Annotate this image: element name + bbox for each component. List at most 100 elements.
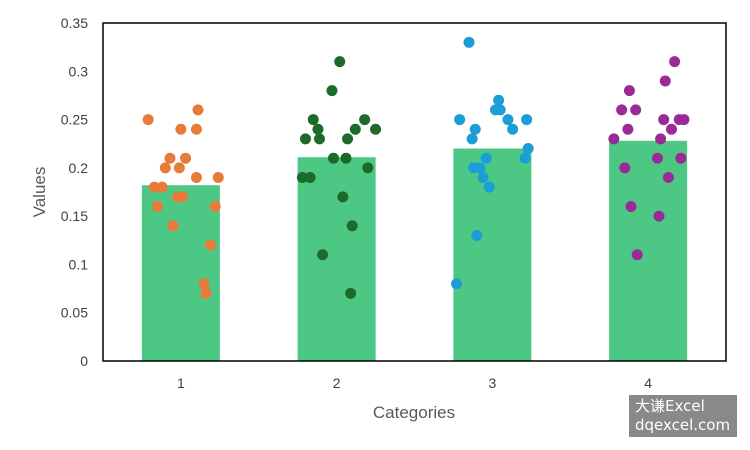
scatter-point-cat2-14 [345,287,357,299]
scatter-point-cat4-19 [678,114,690,126]
scatter-point-cat1-4 [156,181,168,193]
x-tick-label: 2 [333,375,341,391]
y-axis-title: Values [30,167,49,218]
y-tick-label: 0 [80,353,88,369]
scatter-point-cat3-14 [494,104,506,116]
scatter-points-layer [142,36,690,299]
scatter-point-cat2-17 [359,114,371,126]
x-tick-label: 4 [644,375,652,391]
scatter-point-cat3-10 [480,152,492,164]
scatter-point-cat3-7 [471,229,483,241]
scatter-point-cat2-6 [313,133,325,145]
bar-category-3 [453,148,532,361]
scatter-point-cat2-3 [299,133,311,145]
scatter-point-cat3-16 [507,123,519,135]
scatter-point-cat3-17 [519,152,531,164]
watermark: 大谦Excel dqexcel.com [629,395,737,437]
scatter-point-cat1-7 [167,220,179,232]
scatter-point-cat1-6 [164,152,176,164]
scatter-point-cat2-2 [304,172,316,184]
scatter-point-cat2-11 [337,191,349,203]
scatter-point-cat2-1 [296,172,308,184]
scatter-point-cat3-6 [469,123,481,135]
scatter-point-cat4-13 [659,75,671,87]
scatter-point-cat4-5 [623,85,635,97]
scatter-point-cat1-2 [148,181,160,193]
watermark-line2: dqexcel.com [635,416,730,434]
x-tick-label: 1 [177,375,185,391]
scatter-point-cat4-15 [665,123,677,135]
scatter-point-cat2-8 [326,85,338,97]
scatter-point-cat3-1 [451,278,463,290]
scatter-point-cat4-7 [630,104,642,116]
scatter-point-cat4-8 [631,249,643,261]
scatter-point-cat1-17 [200,287,212,299]
scatter-point-cat4-6 [625,200,637,212]
scatter-point-cat1-19 [209,200,221,212]
scatter-point-cat1-9 [173,162,185,174]
scatter-point-cat2-4 [307,114,319,126]
y-tick-label: 0.3 [69,63,89,79]
bar-category-4 [609,140,688,361]
x-axis-title: Categories [373,403,455,422]
y-tick-label: 0.1 [69,256,89,272]
scatter-point-cat4-10 [653,210,665,222]
scatter-point-cat1-3 [152,200,164,212]
scatter-point-cat3-13 [493,94,505,106]
scatter-point-cat1-11 [176,191,188,203]
watermark-line1: 大谦Excel [635,397,705,415]
scatter-point-cat2-16 [349,123,361,135]
scatter-point-cat2-7 [317,249,329,261]
scatter-point-cat3-8 [474,162,486,174]
scatter-point-cat4-4 [622,123,634,135]
scatter-point-cat4-3 [619,162,631,174]
scatter-point-cat3-2 [454,114,466,126]
scatter-point-cat3-19 [522,143,534,155]
y-axis-tick-labels: 0 0.05 0.1 0.15 0.2 0.25 0.3 0.35 [61,15,88,369]
scatter-point-cat3-11 [483,181,495,193]
scatter-point-cat4-16 [669,56,681,68]
scatter-point-cat1-13 [190,123,202,135]
y-tick-label: 0.2 [69,160,89,176]
scatter-point-cat4-18 [675,152,687,164]
scatter-point-cat2-10 [334,56,346,68]
plot-area-frame [102,22,727,362]
y-tick-label: 0.25 [61,112,88,128]
watermark-box [629,395,737,437]
scatter-point-cat1-16 [198,278,210,290]
scatter-point-cat1-18 [204,239,216,251]
scatter-point-cat2-12 [340,152,352,164]
y-tick-label: 0.15 [61,208,88,224]
scatter-point-cat1-12 [180,152,192,164]
bar-category-2 [297,157,376,361]
scatter-point-cat2-13 [342,133,354,145]
scatter-point-cat2-15 [346,220,358,232]
scatter-point-cat3-9 [477,172,489,184]
x-axis-tick-labels: 1 2 3 4 [177,375,652,391]
scatter-point-cat2-18 [362,162,374,174]
bar-category-1 [141,185,220,361]
scatter-point-cat4-14 [662,172,674,184]
scatter-point-cat4-12 [658,114,670,126]
scatter-point-cat4-9 [651,152,663,164]
scatter-point-cat3-15 [502,114,514,126]
y-tick-label: 0.35 [61,15,88,31]
scatter-point-cat1-5 [159,162,171,174]
scatter-point-cat4-2 [616,104,628,116]
scatter-point-cat3-18 [521,114,533,126]
scatter-point-cat4-1 [608,133,620,145]
scatter-point-cat1-15 [190,172,202,184]
scatter-point-cat2-9 [328,152,340,164]
scatter-point-cat1-10 [175,123,187,135]
y-tick-label: 0.05 [61,305,88,321]
scatter-point-cat3-4 [466,133,478,145]
scatter-point-cat1-20 [212,172,224,184]
x-tick-label: 3 [488,375,496,391]
scatter-point-cat1-1 [142,114,154,126]
scatter-point-cat2-5 [312,123,324,135]
scatter-point-cat2-19 [370,123,382,135]
scatter-point-cat3-3 [463,36,475,48]
scatter-point-cat4-11 [655,133,667,145]
scatter-point-cat1-14 [192,104,204,116]
